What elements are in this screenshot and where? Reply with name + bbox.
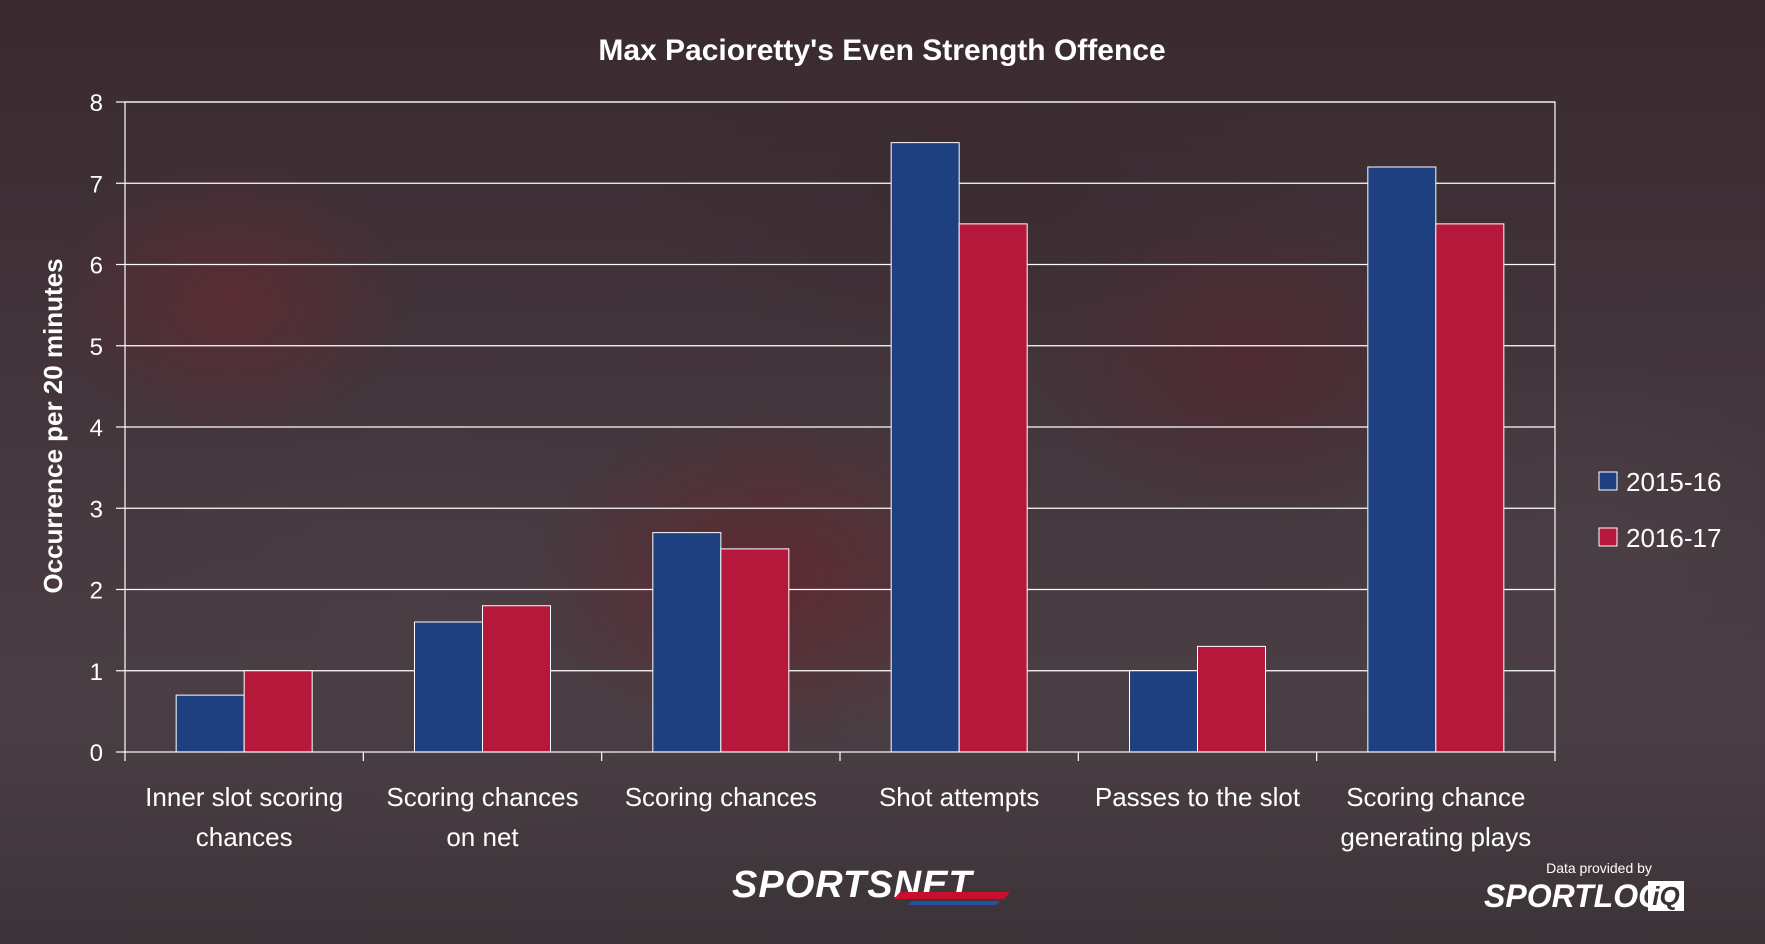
x-category-label: Scoring chance generating plays xyxy=(1340,782,1531,852)
y-tick-label: 1 xyxy=(90,659,103,686)
data-credit: Data provided by SPORTLOG iQ xyxy=(1484,860,1684,914)
legend-label: 2015-16 xyxy=(1626,467,1721,497)
bar-2016-17 xyxy=(1197,645,1266,753)
bar-2016-17 xyxy=(1435,223,1505,753)
bar-2015-16 xyxy=(1367,166,1437,753)
legend-swatch xyxy=(1598,471,1618,491)
iq-badge-text: iQ xyxy=(1652,881,1679,911)
x-category-labels: Inner slot scoring chances Scoring chances… xyxy=(145,782,1531,852)
x-category-label-line: Shot attempts xyxy=(879,782,1039,812)
sportsnet-logo-text: SPORTSNET xyxy=(732,864,974,906)
iq-badge-icon xyxy=(1648,881,1684,911)
y-axis-label: Occurrence per 20 minutes xyxy=(38,258,68,593)
bar-2015-16 xyxy=(890,142,960,753)
bar-2015-16 xyxy=(1129,670,1198,753)
gridlines xyxy=(116,101,1555,753)
chart-title: Max Pacioretty's Even Strength Offence xyxy=(598,34,1165,67)
y-tick-label: 7 xyxy=(90,171,103,198)
x-category-label-line: Scoring chances xyxy=(625,782,817,812)
x-category-label-line: Scoring chances xyxy=(386,782,578,812)
bar-2016-17 xyxy=(958,223,1028,753)
bar-2015-16 xyxy=(414,621,483,753)
legend-swatch xyxy=(1598,527,1618,547)
x-category-label: Scoring chances xyxy=(625,782,817,812)
bar-2015-16 xyxy=(652,532,722,753)
bar-2016-17 xyxy=(720,548,790,753)
y-tick-label: 4 xyxy=(90,415,103,442)
sportsnet-logo: SPORTSNET xyxy=(732,864,1010,906)
x-category-label-line: generating plays xyxy=(1340,822,1531,852)
x-category-label-line: Passes to the slot xyxy=(1095,782,1301,812)
y-tick-label: 8 xyxy=(90,90,103,117)
credit-line: Data provided by xyxy=(1546,860,1652,876)
x-category-label: Passes to the slot xyxy=(1095,782,1301,812)
sportsnet-swoosh-blue-icon xyxy=(908,901,1000,905)
axes xyxy=(124,101,1556,761)
legend-label: 2016-17 xyxy=(1626,523,1721,553)
bars xyxy=(175,142,1505,753)
y-tick-label: 0 xyxy=(90,740,103,767)
x-category-label: Inner slot scoring chances xyxy=(145,782,343,852)
y-tick-label: 3 xyxy=(90,496,103,523)
sportlogiq-logo-text: SPORTLOG xyxy=(1484,878,1663,914)
bar-2015-16 xyxy=(175,694,245,753)
x-category-label: Shot attempts xyxy=(879,782,1039,812)
bar-2016-17 xyxy=(243,670,313,753)
y-tick-label: 5 xyxy=(90,334,103,361)
x-category-label-line: on net xyxy=(446,822,519,852)
x-category-label-line: Scoring chance xyxy=(1346,782,1525,812)
y-tick-label: 6 xyxy=(90,253,103,280)
sportsnet-swoosh-icon xyxy=(894,892,1010,899)
x-category-label: Scoring chances on net xyxy=(386,782,578,852)
y-tick-label: 2 xyxy=(90,578,103,605)
legend: 2015-16 2016-17 xyxy=(1598,467,1721,553)
bar-2016-17 xyxy=(482,605,551,753)
x-category-label-line: Inner slot scoring xyxy=(145,782,343,812)
y-tick-labels: 0 1 2 3 4 5 6 7 8 xyxy=(90,90,103,767)
x-category-label-line: chances xyxy=(196,822,293,852)
